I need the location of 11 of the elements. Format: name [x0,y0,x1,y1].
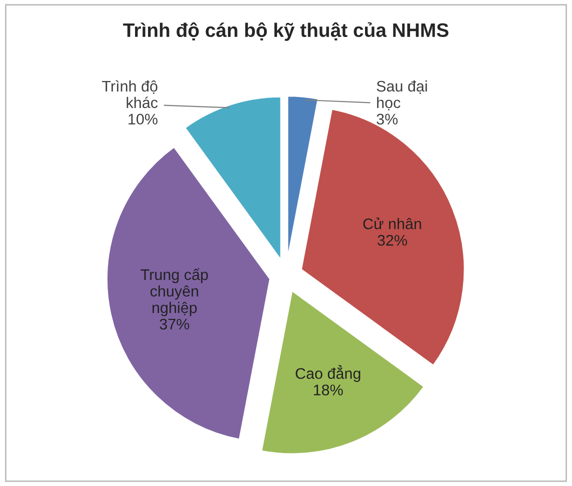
data-label: 18% [314,384,343,396]
slice-label: Cao đẳng [296,365,360,382]
data-label: 10% [128,114,158,125]
slice-label: Cử nhân [363,218,422,230]
data-label: 37% [160,318,190,330]
slice-label: Trình độ khác [102,80,158,108]
data-label: 32% [378,234,408,246]
slice-label: Trung cấp chuyên nghiệp [140,268,208,316]
slice-label: Sau đại học [376,80,427,110]
chart-title: Trình độ cán bộ kỹ thuật của NHMS [123,22,448,41]
data-label: 3% [376,114,398,125]
